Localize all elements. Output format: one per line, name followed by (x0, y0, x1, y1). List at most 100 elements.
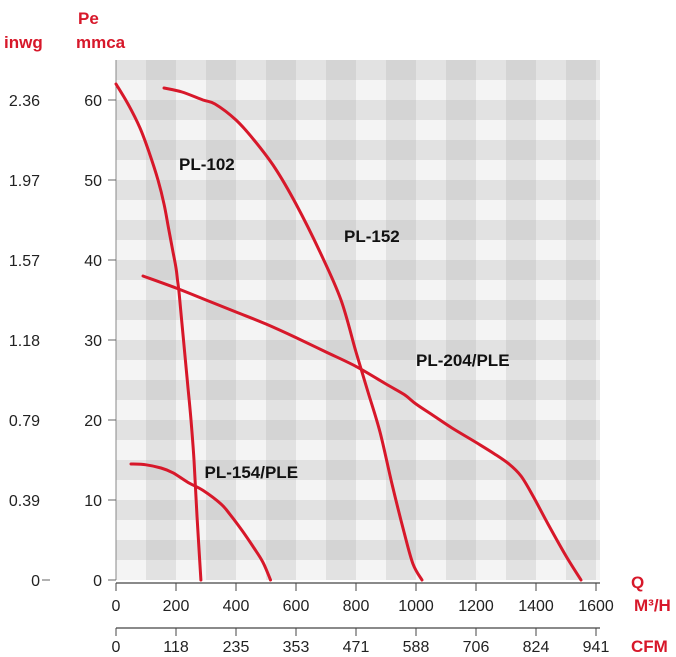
grid-cell (596, 160, 600, 180)
grid-cell (446, 280, 476, 300)
grid-cell (326, 60, 356, 80)
grid-cell (206, 320, 236, 340)
grid-cell (326, 540, 356, 560)
grid-cell (446, 320, 476, 340)
grid-cell (506, 240, 536, 260)
grid-cell (596, 460, 600, 480)
grid-cell (506, 80, 536, 100)
grid-cell (566, 280, 596, 300)
grid-cell (296, 160, 326, 180)
grid-cell (296, 80, 326, 100)
grid-cell (386, 80, 416, 100)
grid-cell (326, 220, 356, 240)
grid-cell (446, 480, 476, 500)
grid-cell (386, 140, 416, 160)
grid-cell (206, 520, 236, 540)
grid-cell (446, 520, 476, 540)
grid-cell (176, 180, 206, 200)
grid-cell (206, 120, 236, 140)
grid-cell (476, 560, 506, 580)
grid-cell (386, 260, 416, 280)
grid-cell (266, 280, 296, 300)
grid-cell (386, 180, 416, 200)
grid-cell (476, 380, 506, 400)
grid-cell (266, 480, 296, 500)
grid-cell (326, 180, 356, 200)
grid-cell (236, 160, 266, 180)
grid-cell (206, 340, 236, 360)
grid-cell (236, 200, 266, 220)
y-tick-label: 30 (84, 333, 102, 350)
grid-cell (476, 140, 506, 160)
grid-cell (386, 100, 416, 120)
grid-cell (176, 300, 206, 320)
grid-cell (596, 260, 600, 280)
grid-cell (476, 460, 506, 480)
grid-cell (446, 300, 476, 320)
x-tick-label-m3h: 1600 (578, 598, 614, 615)
inwg-tick-label: 0.79 (9, 413, 40, 430)
grid-cell (206, 200, 236, 220)
grid-cell (326, 120, 356, 140)
grid-cell (146, 460, 176, 480)
grid-cell (356, 260, 386, 280)
grid-cell (266, 80, 296, 100)
x-tick-label-m3h: 800 (343, 598, 370, 615)
grid-cell (596, 360, 600, 380)
grid-cell (566, 560, 596, 580)
grid-cell (296, 140, 326, 160)
grid-cell (566, 60, 596, 80)
grid-cell (236, 340, 266, 360)
grid-cell (296, 120, 326, 140)
grid-cell (506, 320, 536, 340)
grid-cell (356, 400, 386, 420)
grid-cell (236, 260, 266, 280)
grid-cell (266, 200, 296, 220)
grid-cell (236, 500, 266, 520)
grid-cell (416, 340, 446, 360)
grid-cell (416, 280, 446, 300)
grid-cell (236, 360, 266, 380)
grid-cell (536, 340, 566, 360)
grid-cell (266, 380, 296, 400)
grid-cell (356, 520, 386, 540)
grid-cell (536, 400, 566, 420)
grid-cell (386, 240, 416, 260)
grid-cell (326, 420, 356, 440)
grid-cell (116, 200, 146, 220)
grid-cell (116, 500, 146, 520)
grid-cell (116, 320, 146, 340)
grid-cell (116, 380, 146, 400)
series-line-pl-152 (162, 86, 424, 582)
grid-cell (476, 240, 506, 260)
grid-cell (296, 380, 326, 400)
grid-cell (206, 140, 236, 160)
grid-cell (596, 440, 600, 460)
grid-cell (146, 480, 176, 500)
grid-cell (446, 180, 476, 200)
grid-cell (476, 60, 506, 80)
series-line-pl-154-ple (129, 462, 272, 582)
grid-cell (446, 540, 476, 560)
grid-cell (296, 200, 326, 220)
grid-cell (416, 460, 446, 480)
grid-cell (416, 500, 446, 520)
grid-cell (266, 500, 296, 520)
grid-cell (476, 400, 506, 420)
x-tick-label-cfm: 941 (583, 639, 610, 656)
x-tick-label-m3h: 200 (163, 598, 190, 615)
grid-cell (566, 140, 596, 160)
grid-cell (416, 320, 446, 340)
grid-cell (446, 240, 476, 260)
grid-cell (236, 280, 266, 300)
grid-cell (596, 340, 600, 360)
grid-cell (446, 560, 476, 580)
grid-cell (506, 140, 536, 160)
x-tick-label-cfm: 824 (523, 639, 550, 656)
grid-cell (206, 220, 236, 240)
grid-cell (116, 280, 146, 300)
grid-cell (296, 320, 326, 340)
grid-cell (236, 220, 266, 240)
grid-cell (596, 120, 600, 140)
